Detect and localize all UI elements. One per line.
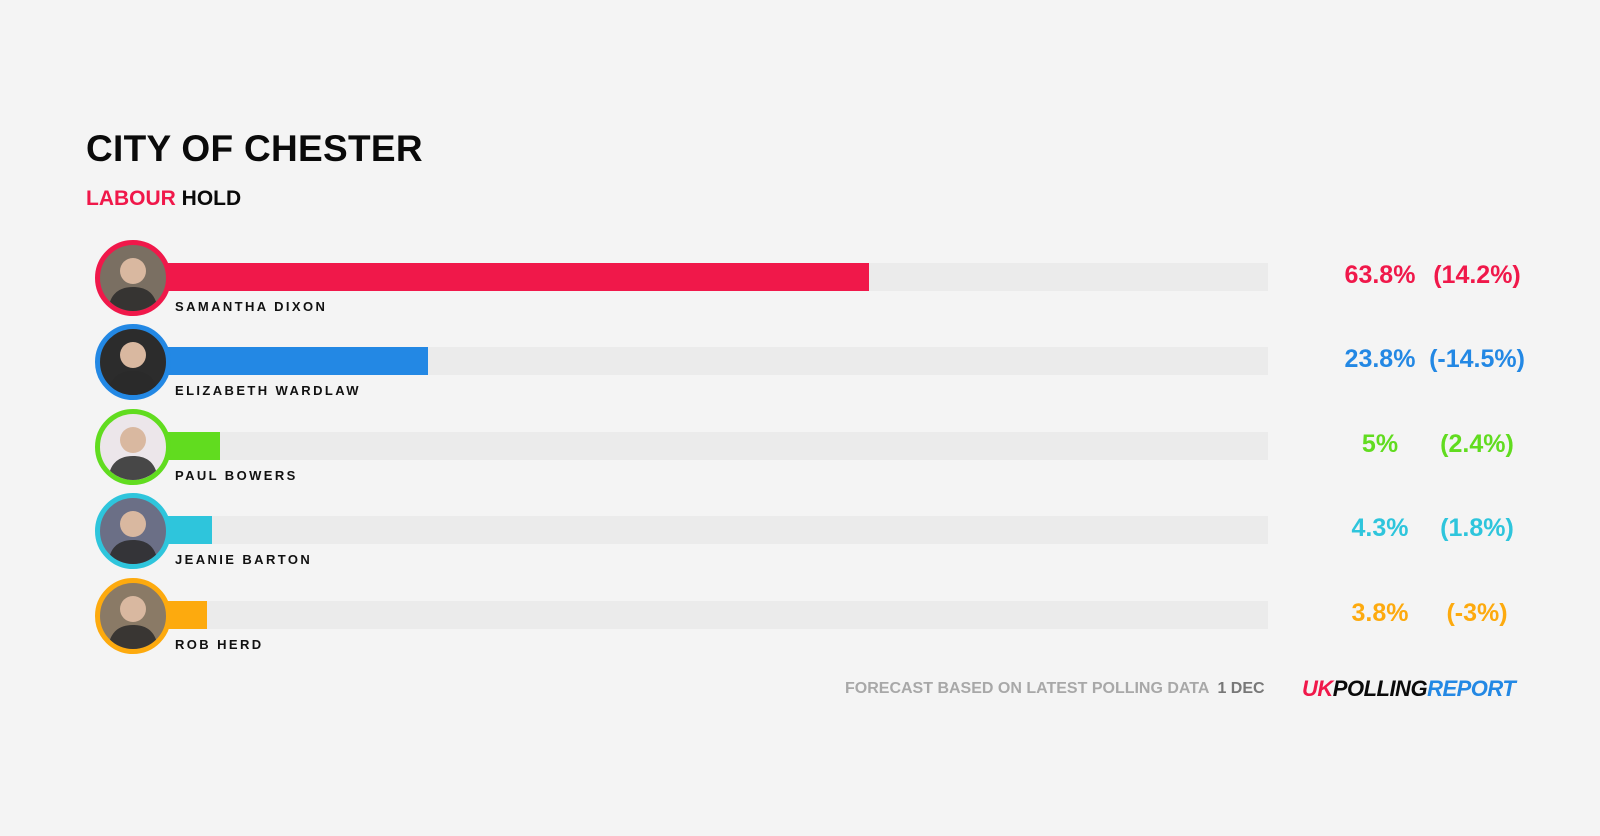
bar-fill bbox=[165, 432, 221, 460]
bar-fill bbox=[165, 263, 869, 291]
candidate-avatar bbox=[95, 493, 171, 569]
bar-track bbox=[165, 347, 1268, 375]
bar-fill bbox=[165, 516, 213, 544]
vote-share: 23.8% bbox=[1344, 345, 1416, 373]
forecast-note: FORECAST BASED ON LATEST POLLING DATA 1 D… bbox=[845, 680, 1265, 698]
vote-share: 5% bbox=[1361, 430, 1399, 458]
logo-report: REPORT bbox=[1427, 676, 1516, 701]
bar-track bbox=[165, 432, 1268, 460]
candidate-row: ELIZABETH WARDLAW 23.8% (-14.5%) bbox=[0, 320, 1600, 406]
candidate-name: SAMANTHA DIXON bbox=[175, 299, 328, 314]
candidate-avatar bbox=[95, 240, 171, 316]
bar-fill bbox=[165, 347, 428, 375]
candidate-row: PAUL BOWERS 5% (2.4%) bbox=[0, 405, 1600, 491]
candidate-name: ELIZABETH WARDLAW bbox=[175, 383, 361, 398]
candidate-avatar bbox=[95, 409, 171, 485]
candidate-avatar bbox=[95, 578, 171, 654]
vote-share: 63.8% bbox=[1344, 261, 1416, 289]
bar-track bbox=[165, 601, 1268, 629]
bar-track bbox=[165, 263, 1268, 291]
forecast-date: 1 DEC bbox=[1217, 680, 1265, 697]
person-silhouette-icon bbox=[108, 511, 158, 564]
vote-change: (1.8%) bbox=[1440, 514, 1514, 542]
candidate-avatar bbox=[95, 324, 171, 400]
candidate-name: JEANIE BARTON bbox=[175, 552, 313, 567]
result-party: LABOUR bbox=[86, 187, 176, 210]
bar-fill bbox=[165, 601, 207, 629]
person-silhouette-icon bbox=[108, 342, 158, 395]
vote-share: 3.8% bbox=[1351, 599, 1409, 627]
candidate-row: JEANIE BARTON 4.3% (1.8%) bbox=[0, 489, 1600, 575]
result-subtitle: LABOUR HOLD bbox=[86, 187, 241, 211]
bar-track bbox=[165, 516, 1268, 544]
ukpollingreport-logo: UKPOLLINGREPORT bbox=[1302, 676, 1516, 702]
constituency-title: CITY OF CHESTER bbox=[86, 128, 423, 169]
candidate-row: ROB HERD 3.8% (-3%) bbox=[0, 574, 1600, 660]
logo-polling: POLLING bbox=[1332, 676, 1428, 701]
person-silhouette-icon bbox=[108, 596, 158, 649]
candidate-name: ROB HERD bbox=[175, 637, 264, 652]
person-silhouette-icon bbox=[108, 258, 158, 311]
vote-change: (14.2%) bbox=[1433, 261, 1521, 289]
candidate-name: PAUL BOWERS bbox=[175, 468, 298, 483]
vote-share: 4.3% bbox=[1351, 514, 1409, 542]
person-silhouette-icon bbox=[108, 427, 158, 480]
vote-change: (-14.5%) bbox=[1429, 345, 1525, 373]
candidate-row: SAMANTHA DIXON 63.8% (14.2%) bbox=[0, 236, 1600, 322]
vote-change: (-3%) bbox=[1446, 599, 1508, 627]
result-type: HOLD bbox=[181, 187, 242, 210]
forecast-text: FORECAST BASED ON LATEST POLLING DATA bbox=[845, 680, 1210, 697]
vote-change: (2.4%) bbox=[1440, 430, 1514, 458]
logo-uk: UK bbox=[1302, 676, 1333, 701]
